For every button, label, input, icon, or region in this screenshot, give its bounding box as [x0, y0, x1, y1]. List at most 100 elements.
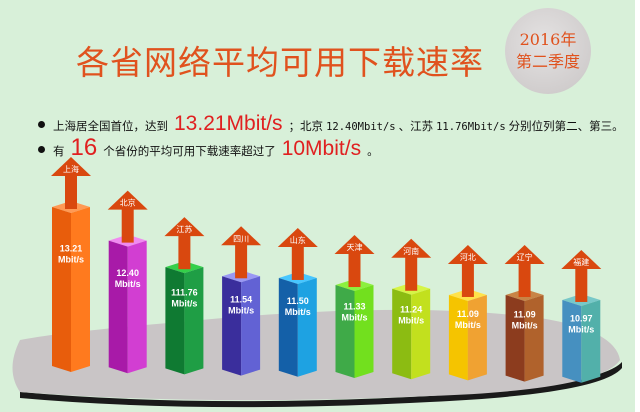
- bar-right-face: [581, 299, 601, 383]
- unit-label: Mbit/s: [115, 279, 141, 289]
- bullet-dot-icon: [38, 121, 45, 128]
- arrow-up-icon: [391, 238, 432, 258]
- bar-left-face: [392, 288, 412, 380]
- value-label: 11.54: [230, 294, 252, 304]
- unit-label: Mbit/s: [285, 307, 311, 317]
- category-label: 山东: [290, 235, 306, 245]
- unit-label: Mbit/s: [568, 324, 594, 334]
- bar-上海: 上海 13.21Mbit/s: [51, 157, 91, 372]
- bar-江苏: 江苏 111.76Mbit/s: [164, 217, 205, 375]
- category-label: 河北: [460, 252, 476, 262]
- arrow-stem: [291, 243, 304, 280]
- summary-bullets: 上海居全国首位，达到 13.21Mbit/s ；北京 12.40Mbit/s 、…: [38, 112, 624, 161]
- bar-right-face: [127, 240, 147, 374]
- platform-shadow: [20, 362, 622, 408]
- value-label: 10.97: [570, 313, 593, 323]
- unit-label: Mbit/s: [398, 315, 424, 325]
- bar-left-face: [335, 285, 355, 378]
- highlight-count: 16: [70, 134, 98, 161]
- arrow-stem: [575, 265, 588, 302]
- page-title: 各省网络平均可用下载速率: [76, 43, 484, 82]
- unit-label: Mbit/s: [512, 321, 538, 331]
- arrow-up-icon: [107, 190, 148, 210]
- badge-quarter: 第二季度: [515, 52, 580, 71]
- bar-right-face: [241, 276, 261, 376]
- arrow-stem: [348, 251, 361, 288]
- value-label: 11.24: [400, 304, 422, 314]
- arrow-stem: [65, 173, 77, 209]
- category-label: 四川: [233, 234, 249, 243]
- bar-left-face: [222, 276, 242, 376]
- arrow-stem: [178, 233, 191, 270]
- bar-left-face: [562, 299, 582, 383]
- bar-left-face: [52, 207, 71, 372]
- value-label: 11.50: [287, 296, 309, 306]
- unit-label: Mbit/s: [455, 320, 481, 330]
- bullet-dot-icon: [38, 146, 45, 153]
- bar-left-face: [448, 294, 468, 381]
- bullet-text: 、江苏: [398, 119, 434, 133]
- value-label: 11.09: [457, 309, 479, 319]
- arrow-stem: [405, 254, 418, 291]
- bar-right-face: [184, 267, 204, 375]
- bullet-text: 。: [367, 144, 379, 158]
- period-badge: 2016年 第二季度: [505, 8, 591, 94]
- bullet-text: 上海居全国首位，达到: [53, 119, 168, 133]
- bullet-text: 有: [53, 144, 65, 158]
- unit-label: Mbit/s: [342, 312, 368, 322]
- bar-北京: 北京 12.40Mbit/s: [107, 190, 148, 374]
- arrow-up-icon: [334, 235, 375, 255]
- highlight-value: 10Mbit/s: [281, 137, 362, 160]
- bullet-text: 分别位列第二、第三。: [508, 119, 624, 133]
- category-label: 河南: [403, 246, 419, 256]
- bar-right-face: [467, 294, 487, 381]
- category-label: 辽宁: [517, 252, 533, 262]
- category-label: 天津: [347, 242, 363, 252]
- bar-left-face: [165, 267, 185, 375]
- bar-right-face: [297, 277, 317, 377]
- arrow-up-icon: [164, 217, 205, 237]
- highlight-value: 13.21Mbit/s: [174, 112, 283, 135]
- arrow-up-icon: [221, 226, 262, 246]
- bullet-2: 有 16 个省份的平均可用下载速率超过了 10Mbit/s 。: [38, 134, 624, 161]
- category-label: 福建: [573, 257, 589, 267]
- badge-year: 2016年: [519, 30, 577, 49]
- value-label: 11.33: [343, 301, 365, 311]
- unit-label: Mbit/s: [171, 299, 197, 309]
- arrow-up-icon: [277, 227, 318, 247]
- arrow-up-icon: [504, 244, 545, 264]
- bullet-text: 个省份的平均可用下载速率超过了: [103, 144, 276, 158]
- bar-right-face: [411, 288, 431, 380]
- bullet-text: ；北京: [288, 119, 324, 133]
- unit-label: Mbit/s: [58, 255, 84, 265]
- arrow-up-icon: [447, 244, 488, 264]
- category-label: 上海: [63, 164, 79, 174]
- category-label: 北京: [120, 198, 136, 208]
- bar-left-face: [505, 294, 525, 382]
- arrow-stem: [461, 260, 474, 297]
- bar-right-face: [71, 207, 90, 372]
- arrow-stem: [518, 260, 531, 297]
- unit-label: Mbit/s: [228, 305, 254, 315]
- value-label: 12.40: [116, 268, 139, 278]
- bar-left-face: [108, 240, 128, 374]
- value-label: 111.76: [171, 288, 198, 298]
- bullet-1: 上海居全国首位，达到 13.21Mbit/s ；北京 12.40Mbit/s 、…: [38, 112, 624, 135]
- bullet-value: 11.76Mbit/s: [436, 121, 506, 133]
- bar-left-face: [278, 277, 298, 377]
- bullet-value: 12.40Mbit/s: [326, 121, 396, 133]
- arrow-up-icon: [51, 157, 91, 176]
- value-label: 11.09: [514, 310, 536, 320]
- bar-right-face: [354, 285, 374, 378]
- category-label: 江苏: [176, 224, 192, 234]
- bar-right-face: [524, 294, 544, 382]
